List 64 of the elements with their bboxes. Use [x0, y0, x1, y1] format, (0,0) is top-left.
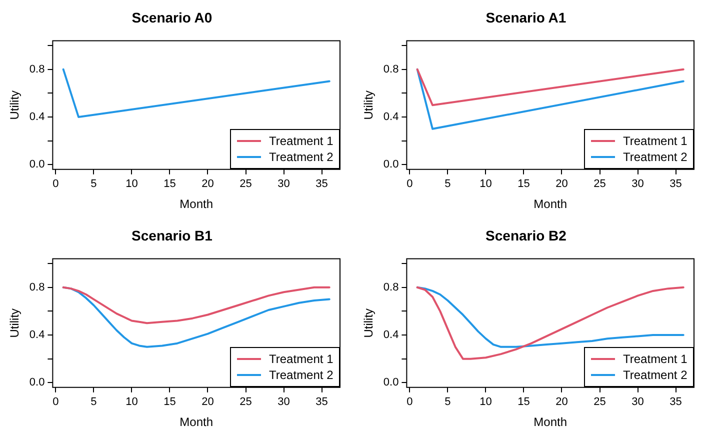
x-tick-label: 10 [480, 178, 492, 190]
y-tick-label: 0.0 [383, 376, 399, 389]
x-tick-label: 25 [594, 396, 606, 408]
x-axis-title: Month [180, 197, 214, 212]
x-axis-title: Month [180, 415, 214, 430]
y-tick-label: 0.0 [29, 158, 45, 171]
x-tick-label: 20 [556, 396, 568, 408]
chart-title: Scenario A1 [486, 9, 566, 26]
y-tick-label: 0.8 [383, 281, 399, 294]
x-tick-label: 35 [670, 178, 682, 190]
x-tick-label: 5 [444, 178, 451, 190]
x-tick-label: 10 [480, 396, 492, 408]
x-tick-label: 0 [406, 396, 413, 408]
x-tick-label: 5 [444, 396, 451, 408]
legend-label: Treatment 1 [622, 351, 688, 368]
x-tick-label: 0 [52, 396, 59, 408]
y-axis-title: Utility [8, 308, 22, 338]
y-axis-title: Utility [362, 90, 376, 120]
x-tick-label: 20 [202, 178, 214, 190]
y-tick-label: 0.8 [383, 63, 399, 76]
legend-label: Treatment 1 [268, 133, 334, 150]
x-tick-label: 30 [632, 396, 644, 408]
x-axis-title: Month [534, 197, 568, 212]
y-tick-label: 0.4 [29, 329, 45, 342]
x-tick-label: 30 [632, 178, 644, 190]
legend-label: Treatment 1 [622, 133, 688, 150]
y-tick-label: 0.8 [29, 63, 45, 76]
chart-title: Scenario B2 [486, 227, 567, 244]
legend-label: Treatment 2 [622, 367, 688, 384]
x-tick-label: 15 [164, 396, 176, 408]
x-tick-label: 30 [278, 178, 290, 190]
x-tick-label: 10 [126, 178, 138, 190]
x-tick-label: 5 [90, 396, 97, 408]
legend-label: Treatment 2 [268, 367, 334, 384]
x-tick-label: 15 [518, 396, 530, 408]
y-tick-label: 0.0 [29, 376, 45, 389]
x-tick-label: 5 [90, 178, 97, 190]
y-axis-title: Utility [362, 308, 376, 338]
y-tick-label: 0.4 [383, 111, 399, 124]
x-tick-label: 10 [126, 396, 138, 408]
legend-label: Treatment 2 [268, 149, 334, 166]
legend-label: Treatment 1 [268, 351, 334, 368]
x-tick-label: 35 [670, 396, 682, 408]
y-tick-label: 0.8 [29, 281, 45, 294]
y-tick-label: 0.0 [383, 158, 399, 171]
x-tick-label: 15 [164, 178, 176, 190]
x-axis-title: Month [534, 415, 568, 430]
x-tick-label: 35 [316, 396, 328, 408]
x-tick-label: 25 [240, 396, 252, 408]
y-tick-label: 0.4 [29, 111, 45, 124]
legend-label: Treatment 2 [622, 149, 688, 166]
x-tick-label: 20 [556, 178, 568, 190]
x-tick-label: 20 [202, 396, 214, 408]
x-tick-label: 25 [240, 178, 252, 190]
x-tick-label: 0 [406, 178, 413, 190]
x-tick-label: 0 [52, 178, 59, 190]
x-tick-label: 15 [518, 178, 530, 190]
y-axis-title: Utility [8, 90, 22, 120]
x-tick-label: 25 [594, 178, 606, 190]
x-tick-label: 35 [316, 178, 328, 190]
chart-title: Scenario A0 [132, 9, 212, 26]
y-tick-label: 0.4 [383, 329, 399, 342]
x-tick-label: 30 [278, 396, 290, 408]
chart-title: Scenario B1 [132, 227, 213, 244]
